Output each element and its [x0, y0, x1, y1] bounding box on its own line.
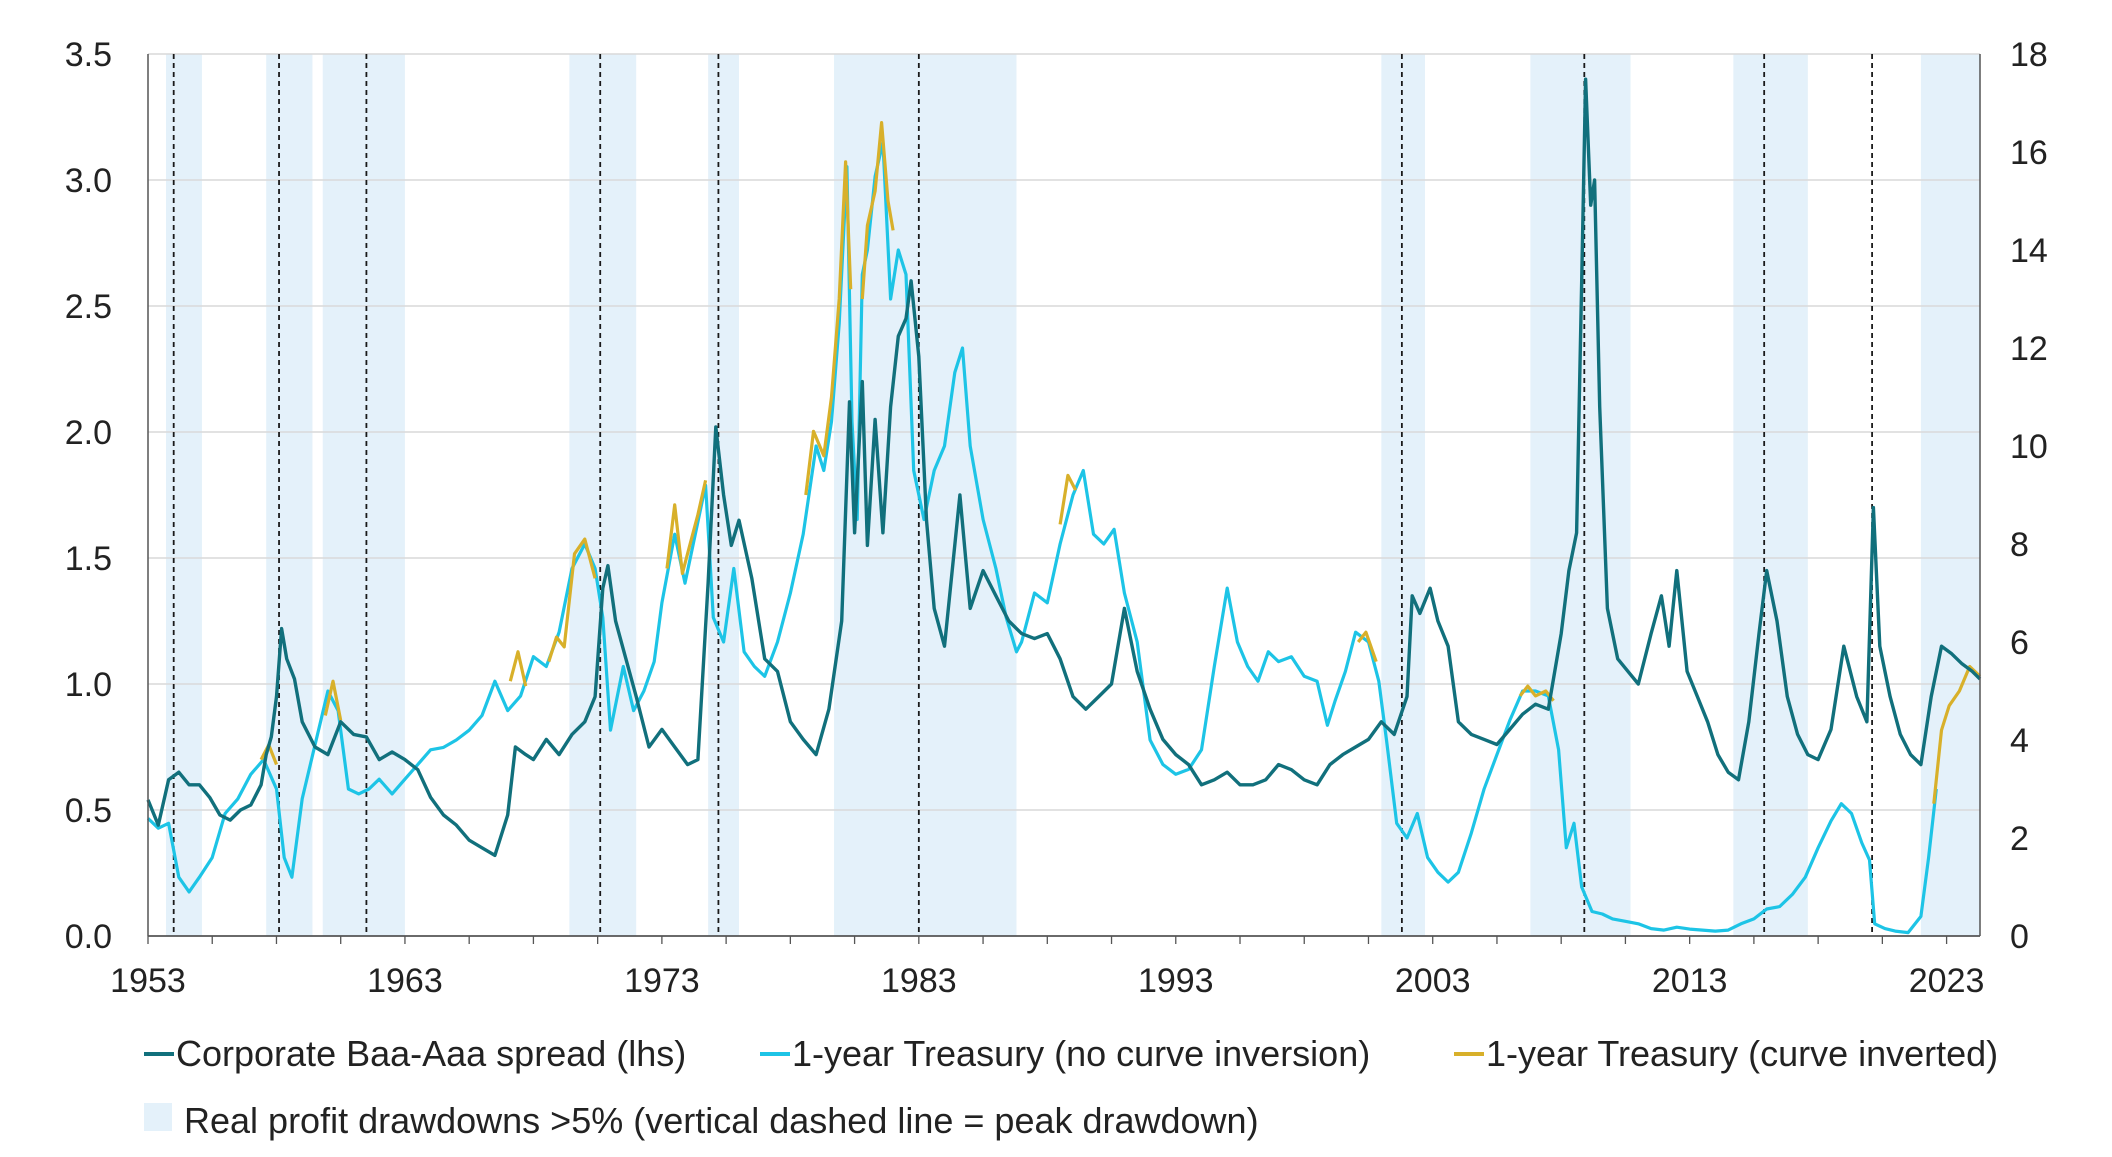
drawdown-period-1 — [266, 54, 313, 936]
series-lines — [146, 77, 1982, 935]
y-left-tick-label: 0.0 — [65, 918, 112, 956]
x-tick-label: 2013 — [1652, 962, 1728, 1000]
drawdown-period-9 — [1920, 54, 1980, 936]
x-axis-ticks: 1953 1963 1973 1983 1993 2003 2013 2023 — [110, 936, 1984, 1000]
y-left-tick-label: 3.5 — [65, 36, 112, 74]
series-treasury-no-inversion-line — [146, 140, 1938, 935]
y-right-tick-label: 8 — [2010, 526, 2029, 564]
y-axis-right-ticks: 0 2 4 6 8 10 12 14 16 18 — [2010, 36, 2048, 956]
drawdown-period-8 — [1733, 54, 1808, 936]
y-right-tick-label: 0 — [2010, 918, 2029, 956]
legend-swatch-3 — [144, 1103, 172, 1131]
legend: Corporate Baa-Aaa spread (lhs) 1-year Tre… — [144, 1033, 1998, 1141]
series-treasury-inverted-segment-7 — [1058, 473, 1078, 525]
x-tick-label: 1973 — [624, 962, 700, 1000]
x-tick-label: 1993 — [1138, 962, 1214, 1000]
y-left-tick-label: 0.5 — [65, 792, 112, 830]
series-treasury-inverted-segment-9 — [1518, 684, 1555, 702]
y-left-tick-label: 1.0 — [65, 666, 112, 704]
x-tick-label: 2023 — [1909, 962, 1985, 1000]
x-tick-label: 2003 — [1395, 962, 1471, 1000]
legend-label-1: 1-year Treasury (no curve inversion) — [792, 1033, 1370, 1074]
y-right-tick-label: 18 — [2010, 36, 2048, 74]
y-right-tick-label: 12 — [2010, 330, 2048, 368]
x-tick-label: 1963 — [367, 962, 443, 1000]
axes — [147, 54, 1981, 937]
y-left-tick-label: 2.5 — [65, 288, 112, 326]
gridlines — [148, 53, 1980, 811]
x-tick-label: 1983 — [881, 962, 957, 1000]
drawdown-period-7 — [1530, 54, 1631, 936]
legend-label-3: Real profit drawdowns >5% (vertical dash… — [184, 1100, 1259, 1141]
y-left-tick-label: 3.0 — [65, 162, 112, 200]
series-treasury-inverted-segment-3 — [547, 537, 597, 663]
series-treasury-inverted-segment-10 — [1932, 664, 1982, 804]
legend-label-2: 1-year Treasury (curve inverted) — [1486, 1033, 1998, 1074]
series-treasury-inverted-segment-8 — [1356, 630, 1378, 663]
series-treasury-inverted-segment-6 — [860, 121, 895, 300]
y-right-tick-label: 2 — [2010, 820, 2029, 858]
drawdown-period-6 — [1381, 54, 1426, 936]
drawdown-period-0 — [165, 54, 202, 936]
y-left-tick-label: 2.0 — [65, 414, 112, 452]
y-right-tick-label: 16 — [2010, 134, 2048, 172]
series-spread-line — [146, 77, 1982, 858]
series-treasury-inverted-segment-5 — [804, 160, 853, 496]
y-right-tick-label: 6 — [2010, 624, 2029, 662]
y-axis-left-ticks: 0.0 0.5 1.0 1.5 2.0 2.5 3.0 3.5 — [65, 36, 112, 956]
series-treasury-inverted-segment-1 — [323, 679, 343, 721]
drawdown-period-3 — [569, 54, 637, 936]
y-left-tick-label: 1.5 — [65, 540, 112, 578]
series-treasury-inverted-segment-4 — [665, 479, 708, 575]
x-tick-label: 1953 — [110, 962, 186, 1000]
legend-label-0: Corporate Baa-Aaa spread (lhs) — [176, 1033, 686, 1074]
series-treasury-inverted-segment-2 — [508, 650, 528, 687]
y-right-tick-label: 14 — [2010, 232, 2048, 270]
drawdown-period-2 — [322, 54, 405, 936]
y-right-tick-label: 10 — [2010, 428, 2048, 466]
y-right-tick-label: 4 — [2010, 722, 2029, 760]
